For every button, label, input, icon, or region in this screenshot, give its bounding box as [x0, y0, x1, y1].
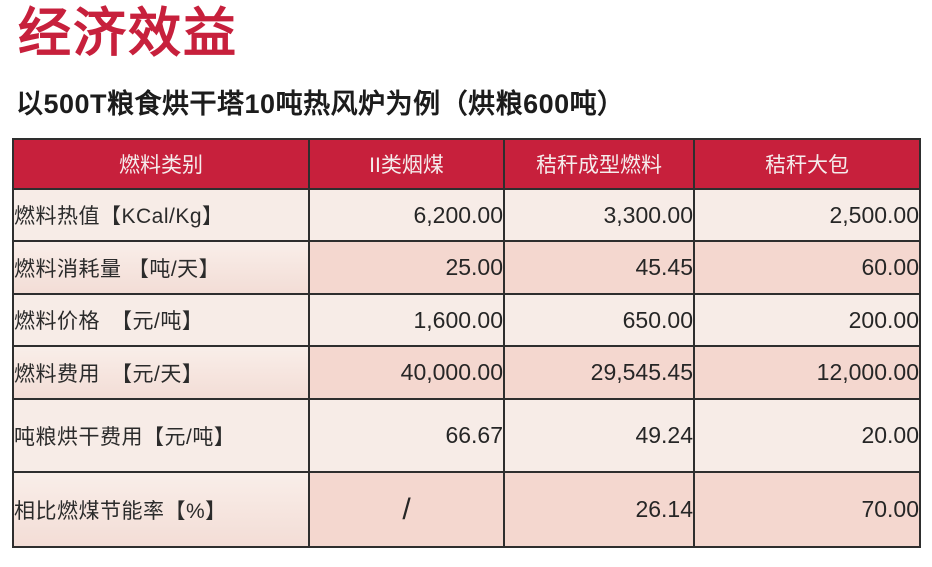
row-label: 吨粮烘干费用【元/吨】	[12, 398, 310, 474]
cell-value: 12,000.00	[693, 345, 921, 401]
col-header-bituminous-coal: II类烟煤	[308, 138, 505, 191]
col-header-fuel-category: 燃料类别	[12, 138, 310, 191]
row-label: 燃料价格 【元/吨】	[12, 293, 310, 348]
table-row-fuel-cost: 燃料费用 【元/天】 40,000.00 29,545.45 12,000.00	[12, 345, 921, 401]
economic-benefits-table: 燃料类别 II类烟煤 秸秆成型燃料 秸秆大包 燃料热值【KCal/Kg】 6,2…	[12, 138, 921, 549]
cell-value: 3,300.00	[503, 188, 695, 243]
cell-value: 49.24	[503, 398, 695, 474]
col-header-straw-bale: 秸秆大包	[693, 138, 921, 191]
page-subtitle: 以500T粮食烘干塔10吨热风炉为例（烘粮600吨）	[16, 89, 625, 120]
row-label: 燃料热值【KCal/Kg】	[12, 188, 310, 243]
cell-value: 70.00	[693, 471, 921, 549]
cell-value: 6,200.00	[308, 188, 505, 243]
row-label: 相比燃煤节能率【%】	[12, 471, 310, 549]
cell-value: 25.00	[308, 240, 505, 296]
table-header-row: 燃料类别 II类烟煤 秸秆成型燃料 秸秆大包	[12, 138, 921, 191]
cell-value: 60.00	[693, 240, 921, 296]
cell-value: 26.14	[503, 471, 695, 549]
cell-value: 40,000.00	[308, 345, 505, 401]
cell-value: 66.67	[308, 398, 505, 474]
row-label: 燃料费用 【元/天】	[12, 345, 310, 401]
cell-value: 1,600.00	[308, 293, 505, 348]
cell-value: 29,545.45	[503, 345, 695, 401]
col-header-straw-pellet-fuel: 秸秆成型燃料	[503, 138, 695, 191]
cell-value-na-slash: /	[308, 471, 505, 549]
table-row-energy-saving-rate: 相比燃煤节能率【%】 / 26.14 70.00	[12, 471, 921, 549]
table-row-fuel-consumption: 燃料消耗量 【吨/天】 25.00 45.45 60.00	[12, 240, 921, 296]
table-row-fuel-price: 燃料价格 【元/吨】 1,600.00 650.00 200.00	[12, 293, 921, 348]
cell-value: 45.45	[503, 240, 695, 296]
cell-value: 650.00	[503, 293, 695, 348]
cell-value: 200.00	[693, 293, 921, 348]
cell-value: 20.00	[693, 398, 921, 474]
row-label: 燃料消耗量 【吨/天】	[12, 240, 310, 296]
table-row-calorific-value: 燃料热值【KCal/Kg】 6,200.00 3,300.00 2,500.00	[12, 188, 921, 243]
page-title: 经济效益	[18, 4, 238, 63]
table-row-drying-cost-per-ton: 吨粮烘干费用【元/吨】 66.67 49.24 20.00	[12, 398, 921, 474]
cell-value: 2,500.00	[693, 188, 921, 243]
